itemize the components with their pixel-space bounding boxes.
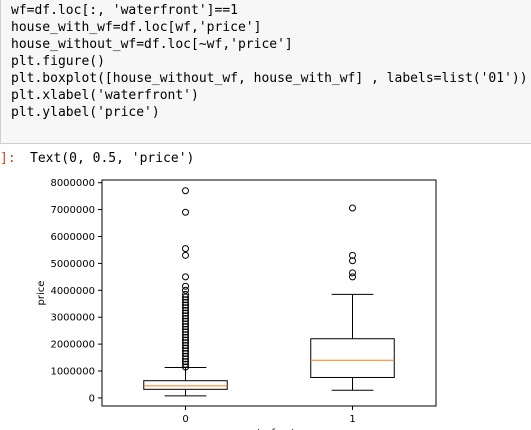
output-text: Text(0, 0.5, 'price') (30, 150, 194, 167)
outlier-point (183, 329, 189, 335)
code-line: wf=df.loc[:, 'waterfront']==1 (11, 2, 238, 19)
x-tick-label: 0 (182, 414, 188, 425)
outlier-point (183, 337, 189, 343)
outlier-point (183, 348, 189, 354)
y-tick-label: 8000000 (50, 178, 95, 189)
outlier-point (183, 274, 189, 280)
code-line: plt.xlabel('waterfront') (11, 87, 199, 104)
y-tick-label: 5000000 (50, 259, 95, 270)
outlier-point (183, 302, 189, 308)
outlier-point (183, 340, 189, 346)
outlier-point (183, 332, 189, 338)
plot-frame (102, 180, 436, 406)
outlier-point (183, 307, 189, 313)
outlier-point (183, 297, 189, 303)
outlier-point (183, 361, 189, 367)
outlier-point (183, 334, 189, 340)
outlier-point (183, 364, 189, 370)
box-iqr (144, 381, 228, 390)
y-tick-label: 7000000 (50, 205, 95, 216)
outlier-point (183, 345, 189, 351)
y-tick-label: 3000000 (50, 313, 95, 324)
code-line: plt.ylabel('price') (11, 104, 160, 121)
outlier-point (350, 258, 356, 264)
output-prompt: ]: (0, 150, 16, 167)
y-axis-label: price (36, 281, 47, 306)
outlier-point (183, 310, 189, 316)
outlier-point (183, 188, 189, 194)
y-tick-label: 0 (89, 393, 95, 404)
outlier-point (183, 287, 189, 293)
box-iqr (311, 339, 395, 378)
code-line: house_with_wf=df.loc[wf,'price'] (11, 19, 261, 36)
outlier-point (183, 283, 189, 289)
outlier-point (183, 342, 189, 348)
outlier-point (183, 209, 189, 215)
outlier-point (350, 274, 356, 280)
code-line: plt.figure() (11, 53, 105, 70)
outlier-point (183, 353, 189, 359)
y-tick-label: 2000000 (50, 340, 95, 351)
outlier-point (183, 294, 189, 300)
outlier-point (183, 359, 189, 365)
x-tick-label: 1 (349, 414, 355, 425)
outlier-point (183, 318, 189, 324)
outlier-point (183, 356, 189, 362)
code-line: house_without_wf=df.loc[~wf,'price'] (11, 36, 293, 53)
outlier-point (350, 270, 356, 276)
code-line: plt.boxplot([house_without_wf, house_wit… (11, 70, 528, 87)
outlier-point (350, 252, 356, 258)
outlier-point (183, 313, 189, 319)
outlier-point (183, 324, 189, 330)
outlier-point (350, 205, 356, 211)
outlier-point (183, 305, 189, 311)
outlier-point (183, 246, 189, 252)
outlier-point (183, 299, 189, 305)
outlier-point (183, 351, 189, 357)
y-tick-label: 4000000 (50, 286, 95, 297)
y-tick-label: 1000000 (50, 367, 95, 378)
outlier-point (183, 252, 189, 258)
code-cell-input[interactable]: wf=df.loc[:, 'waterfront']==1 house_with… (0, 0, 531, 144)
outlier-point (183, 326, 189, 332)
outlier-point (183, 291, 189, 297)
y-tick-label: 6000000 (50, 232, 95, 243)
outlier-point (183, 321, 189, 327)
outlier-point (183, 316, 189, 322)
